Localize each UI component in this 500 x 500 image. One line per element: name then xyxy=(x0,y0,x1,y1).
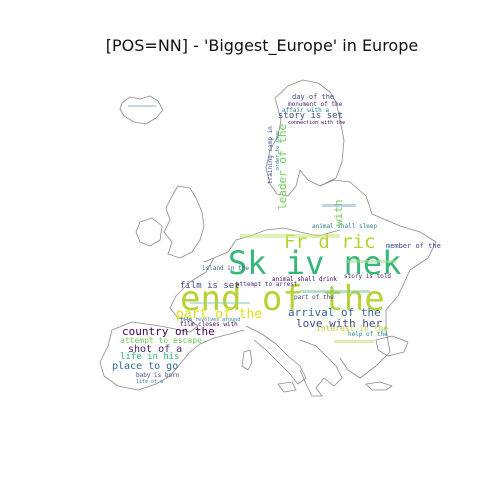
word-part-of-the: part of the xyxy=(176,307,262,322)
word-monument-of-the: monument of the xyxy=(288,101,343,108)
balkans-outline xyxy=(299,339,343,397)
word-help-of-the: help of the xyxy=(348,331,388,338)
iceland-outline xyxy=(119,95,164,125)
word-cloud-texture xyxy=(128,105,396,343)
word-film-is-set: film is set xyxy=(180,281,240,291)
filler-band xyxy=(300,290,370,293)
britain-outline xyxy=(163,185,205,259)
word-affair-with-a: affair with a xyxy=(282,107,329,114)
filler-band xyxy=(346,260,396,263)
filler-band xyxy=(240,234,340,238)
figure-title: [POS=NN] - 'Biggest_Europe' in Europe xyxy=(105,36,419,55)
word-life-of-a: life of a xyxy=(136,379,163,385)
word-story-is-told: story is told xyxy=(344,273,391,280)
word-attempt-to-escape: attempt to escape xyxy=(120,336,202,345)
word-love-with-her: love with her xyxy=(296,317,382,330)
word-baby-is-born: baby is born xyxy=(136,372,180,379)
scandinavia-outline xyxy=(265,79,345,197)
word-training-camp-in: training camp in xyxy=(267,126,274,184)
word-country-on-the: country on the xyxy=(122,325,215,338)
filler-band xyxy=(128,105,156,107)
blacksea-outline xyxy=(375,335,409,357)
word-member-of-the: member of the xyxy=(386,242,441,250)
word-part-of-the-small: part of the xyxy=(294,294,334,301)
word-day-of-the: day of the xyxy=(292,93,334,101)
word-story-is-set: story is set xyxy=(278,111,343,121)
coastlines xyxy=(99,79,437,397)
word-place-to-go: place to go xyxy=(112,361,178,372)
word-film-revolves-around: film revolves around xyxy=(180,317,240,323)
word-shot-of-a: shot of a xyxy=(128,344,182,355)
northeast-outline xyxy=(319,179,437,379)
filler-band xyxy=(190,302,250,304)
word-attempt-to-arrest: attempt to arrest xyxy=(236,281,298,288)
word-film-closes-with: film closes with xyxy=(180,321,238,328)
word-animal-shall-sleep: animal shall sleep xyxy=(312,223,377,230)
turkey-outline xyxy=(365,381,393,391)
italy-outline xyxy=(245,325,307,385)
word-island-in-the: island in the xyxy=(202,265,249,272)
filler-band xyxy=(334,340,374,343)
word-connection-with-the: connection with the xyxy=(288,120,345,126)
word-order-to-save: order to save xyxy=(275,131,281,170)
word-life-in-his: life in his xyxy=(120,352,180,362)
word-with: with xyxy=(332,200,345,227)
word-cloud: end of the Sk iv nek Fr d ric part of th… xyxy=(112,93,441,385)
sardinia-outline xyxy=(241,349,253,371)
filler-band xyxy=(322,204,356,207)
sicily-outline xyxy=(277,381,297,393)
word-animal-shall-drink: animal shall drink xyxy=(272,276,337,283)
word-end-of-the: end of the xyxy=(180,279,385,319)
ireland-outline xyxy=(135,217,163,247)
word-interest-in-the: interest in the xyxy=(316,324,388,333)
word-leader-of-the: leader of the xyxy=(276,124,289,210)
word-arrival-of-the: arrival of the xyxy=(288,306,381,319)
